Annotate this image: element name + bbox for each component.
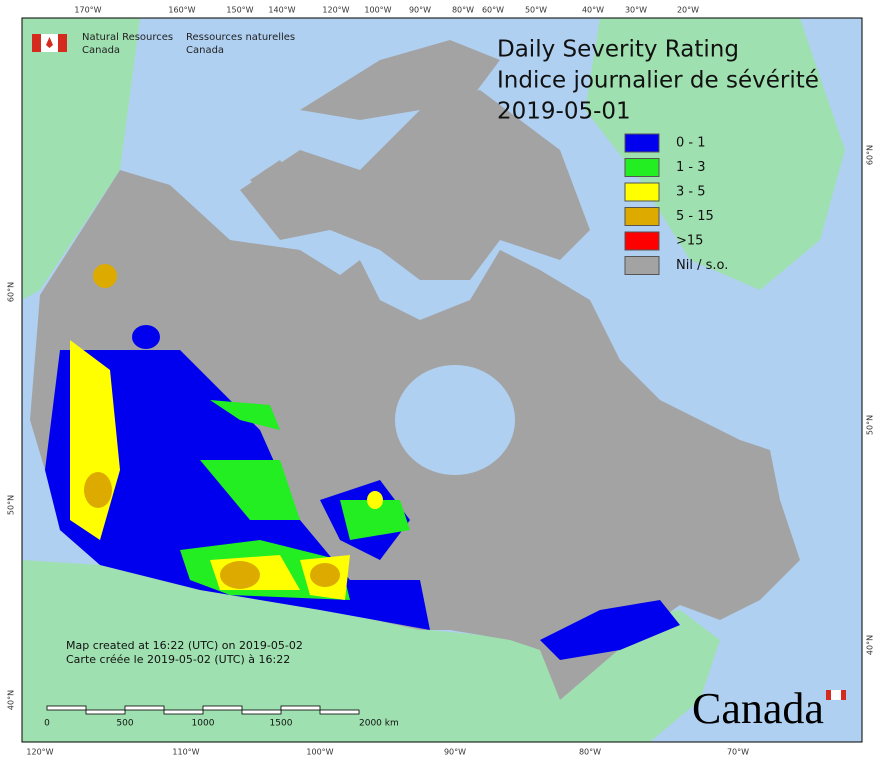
flag xyxy=(32,34,67,52)
scale-label: 2000 km xyxy=(359,719,399,729)
graticule-label: 30°W xyxy=(625,6,647,15)
patch-blue xyxy=(132,325,160,349)
legend-swatch xyxy=(624,256,660,275)
scale-label: 1000 xyxy=(192,719,215,729)
legend-swatch xyxy=(624,133,660,153)
graticule-label: 60°W xyxy=(482,6,504,15)
scale-segment xyxy=(319,709,360,715)
graticule-label: 50°W xyxy=(525,6,547,15)
graticule-label: 60°N xyxy=(7,282,16,302)
graticule-label: 40°N xyxy=(866,635,875,655)
patch-green xyxy=(210,400,280,430)
legend-label: Nil / s.o. xyxy=(676,258,728,273)
map-note: Carte créée le 2019-05-02 (UTC) à 16:22 xyxy=(66,653,290,666)
scale-label: 1500 xyxy=(270,719,293,729)
graticule-label: 170°W xyxy=(74,6,101,15)
graticule-label: 50°N xyxy=(866,415,875,435)
graticule-label: 60°N xyxy=(866,145,875,165)
graticule-label: 120°W xyxy=(26,748,53,757)
scale-segment xyxy=(241,709,282,715)
legend-swatch xyxy=(624,231,660,251)
patch-green xyxy=(200,460,300,520)
graticule-label: 100°W xyxy=(306,748,333,757)
legend-swatch xyxy=(624,158,660,177)
patch-blue xyxy=(540,600,680,660)
wordmark: Canada xyxy=(692,684,824,733)
scale-label: 500 xyxy=(116,719,133,729)
frame xyxy=(21,17,863,743)
title-line: Daily Severity Rating xyxy=(497,37,739,63)
wordmark-flag xyxy=(831,690,841,700)
alaska xyxy=(22,18,140,300)
arctic-islands xyxy=(240,90,590,280)
legend-swatch xyxy=(624,182,660,202)
scale-segment xyxy=(163,709,204,715)
scale-segment xyxy=(280,705,321,711)
scale-label: 0 xyxy=(44,719,50,729)
graticule-label: 150°W xyxy=(226,6,253,15)
island xyxy=(250,160,300,210)
legend-label: 5 - 15 xyxy=(676,209,714,224)
hudson-bay xyxy=(395,365,515,475)
legend-label: >15 xyxy=(676,234,703,249)
scale-segment xyxy=(46,705,87,711)
graticule-label: 40°N xyxy=(7,690,16,710)
graticule-label: 120°W xyxy=(322,6,349,15)
graticule-label: 160°W xyxy=(168,6,195,15)
rating-patches xyxy=(45,264,680,660)
graticule-label: 90°W xyxy=(409,6,431,15)
greenland xyxy=(585,18,845,290)
legend-label: 3 - 5 xyxy=(676,185,706,200)
legend-label: 0 - 1 xyxy=(676,136,706,151)
patch-green xyxy=(340,500,410,540)
agency-en: Natural Resources xyxy=(82,32,173,43)
graticule-label: 80°W xyxy=(579,748,601,757)
title-line: 2019-05-01 xyxy=(497,99,631,125)
map-note: Map created at 16:22 (UTC) on 2019-05-02 xyxy=(66,639,303,652)
patch-orange xyxy=(310,563,340,587)
scale-segment xyxy=(85,709,126,715)
patch-yellow xyxy=(367,491,383,509)
graticule-label: 70°W xyxy=(727,748,749,757)
patch-orange xyxy=(220,561,260,589)
graticule-label: 40°W xyxy=(582,6,604,15)
agency-en: Canada xyxy=(82,45,120,56)
graticule-label: 90°W xyxy=(444,748,466,757)
usa xyxy=(22,560,720,742)
legend-label: 1 - 3 xyxy=(676,160,706,175)
legend-swatch xyxy=(624,207,660,226)
agency-fr: Canada xyxy=(186,45,224,56)
title-line: Indice journalier de sévérité xyxy=(497,68,819,94)
graticule-label: 100°W xyxy=(364,6,391,15)
graticule-label: 140°W xyxy=(268,6,295,15)
patch-orange xyxy=(93,264,117,288)
agency-fr: Ressources naturelles xyxy=(186,32,295,43)
scale-segment xyxy=(202,705,243,711)
graticule-label: 20°W xyxy=(677,6,699,15)
scale-segment xyxy=(124,705,165,711)
graticule-label: 50°N xyxy=(7,495,16,515)
patch-orange xyxy=(84,472,112,508)
ellesmere xyxy=(300,40,500,120)
graticule-label: 80°W xyxy=(452,6,474,15)
graticule-label: 110°W xyxy=(172,748,199,757)
